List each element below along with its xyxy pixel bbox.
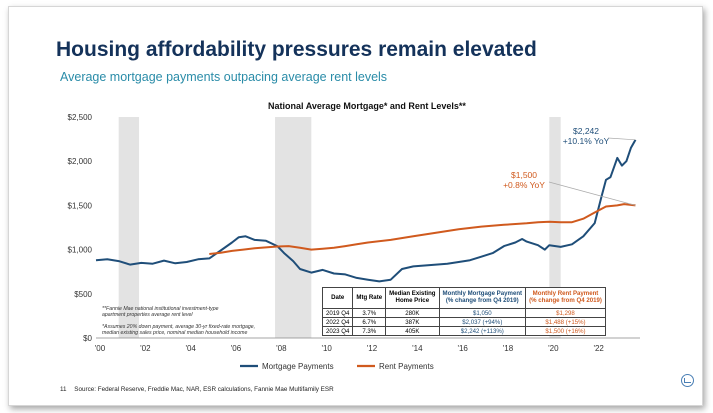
note-line: apartment properties average rent level bbox=[102, 312, 193, 319]
y-tick-label: $0 bbox=[83, 334, 92, 343]
annotation-leader-line bbox=[548, 181, 636, 206]
cell-price: 387K bbox=[385, 317, 440, 327]
x-tick-label: '00 bbox=[95, 344, 106, 353]
x-tick-label: '14 bbox=[412, 344, 423, 353]
recession-band bbox=[275, 117, 312, 338]
table-header-date: Date bbox=[321, 287, 354, 309]
annotation-change: +10.1% YoY bbox=[563, 136, 610, 146]
x-tick-label: '06 bbox=[231, 344, 242, 353]
y-tick-label: $2,000 bbox=[68, 157, 93, 166]
annotation-leader-line bbox=[607, 137, 636, 141]
x-tick-label: '04 bbox=[185, 344, 196, 353]
rent-series-line bbox=[209, 203, 636, 255]
x-tick-label: '16 bbox=[457, 344, 468, 353]
cell-mortgage: $2,037 (+94%) bbox=[438, 317, 527, 327]
note-line: **Fannie Mae national institutional inve… bbox=[102, 306, 219, 312]
footnote-mortgage: *Assumes 20% down payment, average 30-yr… bbox=[102, 324, 255, 337]
x-tick-label: '10 bbox=[321, 344, 332, 353]
x-tick-label: '20 bbox=[548, 344, 559, 353]
y-tick-label: $500 bbox=[74, 290, 92, 299]
chart-title: National Average Mortgage* and Rent Leve… bbox=[268, 101, 466, 111]
legend-label: Mortgage Payments bbox=[262, 362, 334, 371]
table-header-price: Median Existing Home Price bbox=[385, 287, 440, 309]
cell-rent: $1,298 bbox=[525, 308, 606, 318]
cell-rent: $1,500 (+16%) bbox=[525, 326, 606, 336]
page-title: Housing affordability pressures remain e… bbox=[56, 38, 537, 61]
affordability-table: Date Mtg Rate Median Existing Home Price … bbox=[321, 287, 606, 336]
cell-price: 280K bbox=[385, 308, 440, 318]
y-tick-label: $2,500 bbox=[68, 113, 93, 122]
note-line: *Assumes 20% down payment, average 30-yr… bbox=[102, 324, 256, 330]
cell-mortgage: $2,242 (+113%) bbox=[438, 326, 527, 336]
company-logo-icon bbox=[681, 374, 694, 387]
table-header-rate: Mtg Rate bbox=[352, 287, 387, 309]
y-tick-label: $1,000 bbox=[68, 246, 93, 255]
table-row: 2019 Q4 3.7% 280K $1,050 $1,298 bbox=[321, 308, 606, 318]
x-tick-label: '18 bbox=[503, 344, 514, 353]
table-header-rent: Monthly Rent Payment (% change from Q4 20… bbox=[525, 287, 606, 309]
table-header-mortgage: Monthly Mortgage Payment (% change from Q… bbox=[438, 287, 527, 309]
table-row: 2022 Q4 6.7% 387K $2,037 (+94%) $1,488 (… bbox=[321, 317, 606, 327]
source-note: Source: Federal Reserve, Freddie Mac, NA… bbox=[74, 386, 334, 393]
x-tick-label: '12 bbox=[367, 344, 378, 353]
page-subtitle: Average mortgage payments outpacing aver… bbox=[60, 70, 388, 84]
cell-date: 2023 Q4 bbox=[321, 326, 354, 336]
annotation-change: +0.8% YoY bbox=[503, 180, 545, 190]
x-tick-label: '08 bbox=[276, 344, 287, 353]
cell-mortgage: $1,050 bbox=[438, 308, 527, 318]
y-tick-label: $1,500 bbox=[68, 201, 93, 210]
table-header-row: Date Mtg Rate Median Existing Home Price … bbox=[321, 287, 606, 309]
x-tick-label: '22 bbox=[593, 344, 604, 353]
cell-price: 405K bbox=[385, 326, 440, 336]
legend-label: Rent Payments bbox=[379, 362, 434, 371]
cell-rate: 7.3% bbox=[352, 326, 387, 336]
annotation-value: $2,242 bbox=[573, 126, 599, 136]
x-tick-label: '02 bbox=[140, 344, 151, 353]
recession-band bbox=[549, 117, 561, 338]
page-number: 11 bbox=[60, 386, 67, 393]
annotation-value: $1,500 bbox=[511, 170, 537, 180]
cell-rent: $1,488 (+15%) bbox=[525, 317, 606, 327]
note-line: median existing sales price, nominal med… bbox=[102, 330, 248, 337]
mortgage-series-line bbox=[95, 139, 637, 283]
cell-date: 2022 Q4 bbox=[321, 317, 354, 327]
footnote-rent: **Fannie Mae national institutional inve… bbox=[102, 306, 219, 319]
slide-footer: 11 Source: Federal Reserve, Freddie Mac,… bbox=[60, 386, 340, 393]
recession-band bbox=[118, 117, 140, 338]
table-row: 2023 Q4 7.3% 405K $2,242 (+113%) $1,500 … bbox=[321, 326, 606, 336]
cell-date: 2019 Q4 bbox=[321, 308, 354, 318]
cell-rate: 6.7% bbox=[352, 317, 387, 327]
cell-rate: 3.7% bbox=[352, 308, 387, 318]
